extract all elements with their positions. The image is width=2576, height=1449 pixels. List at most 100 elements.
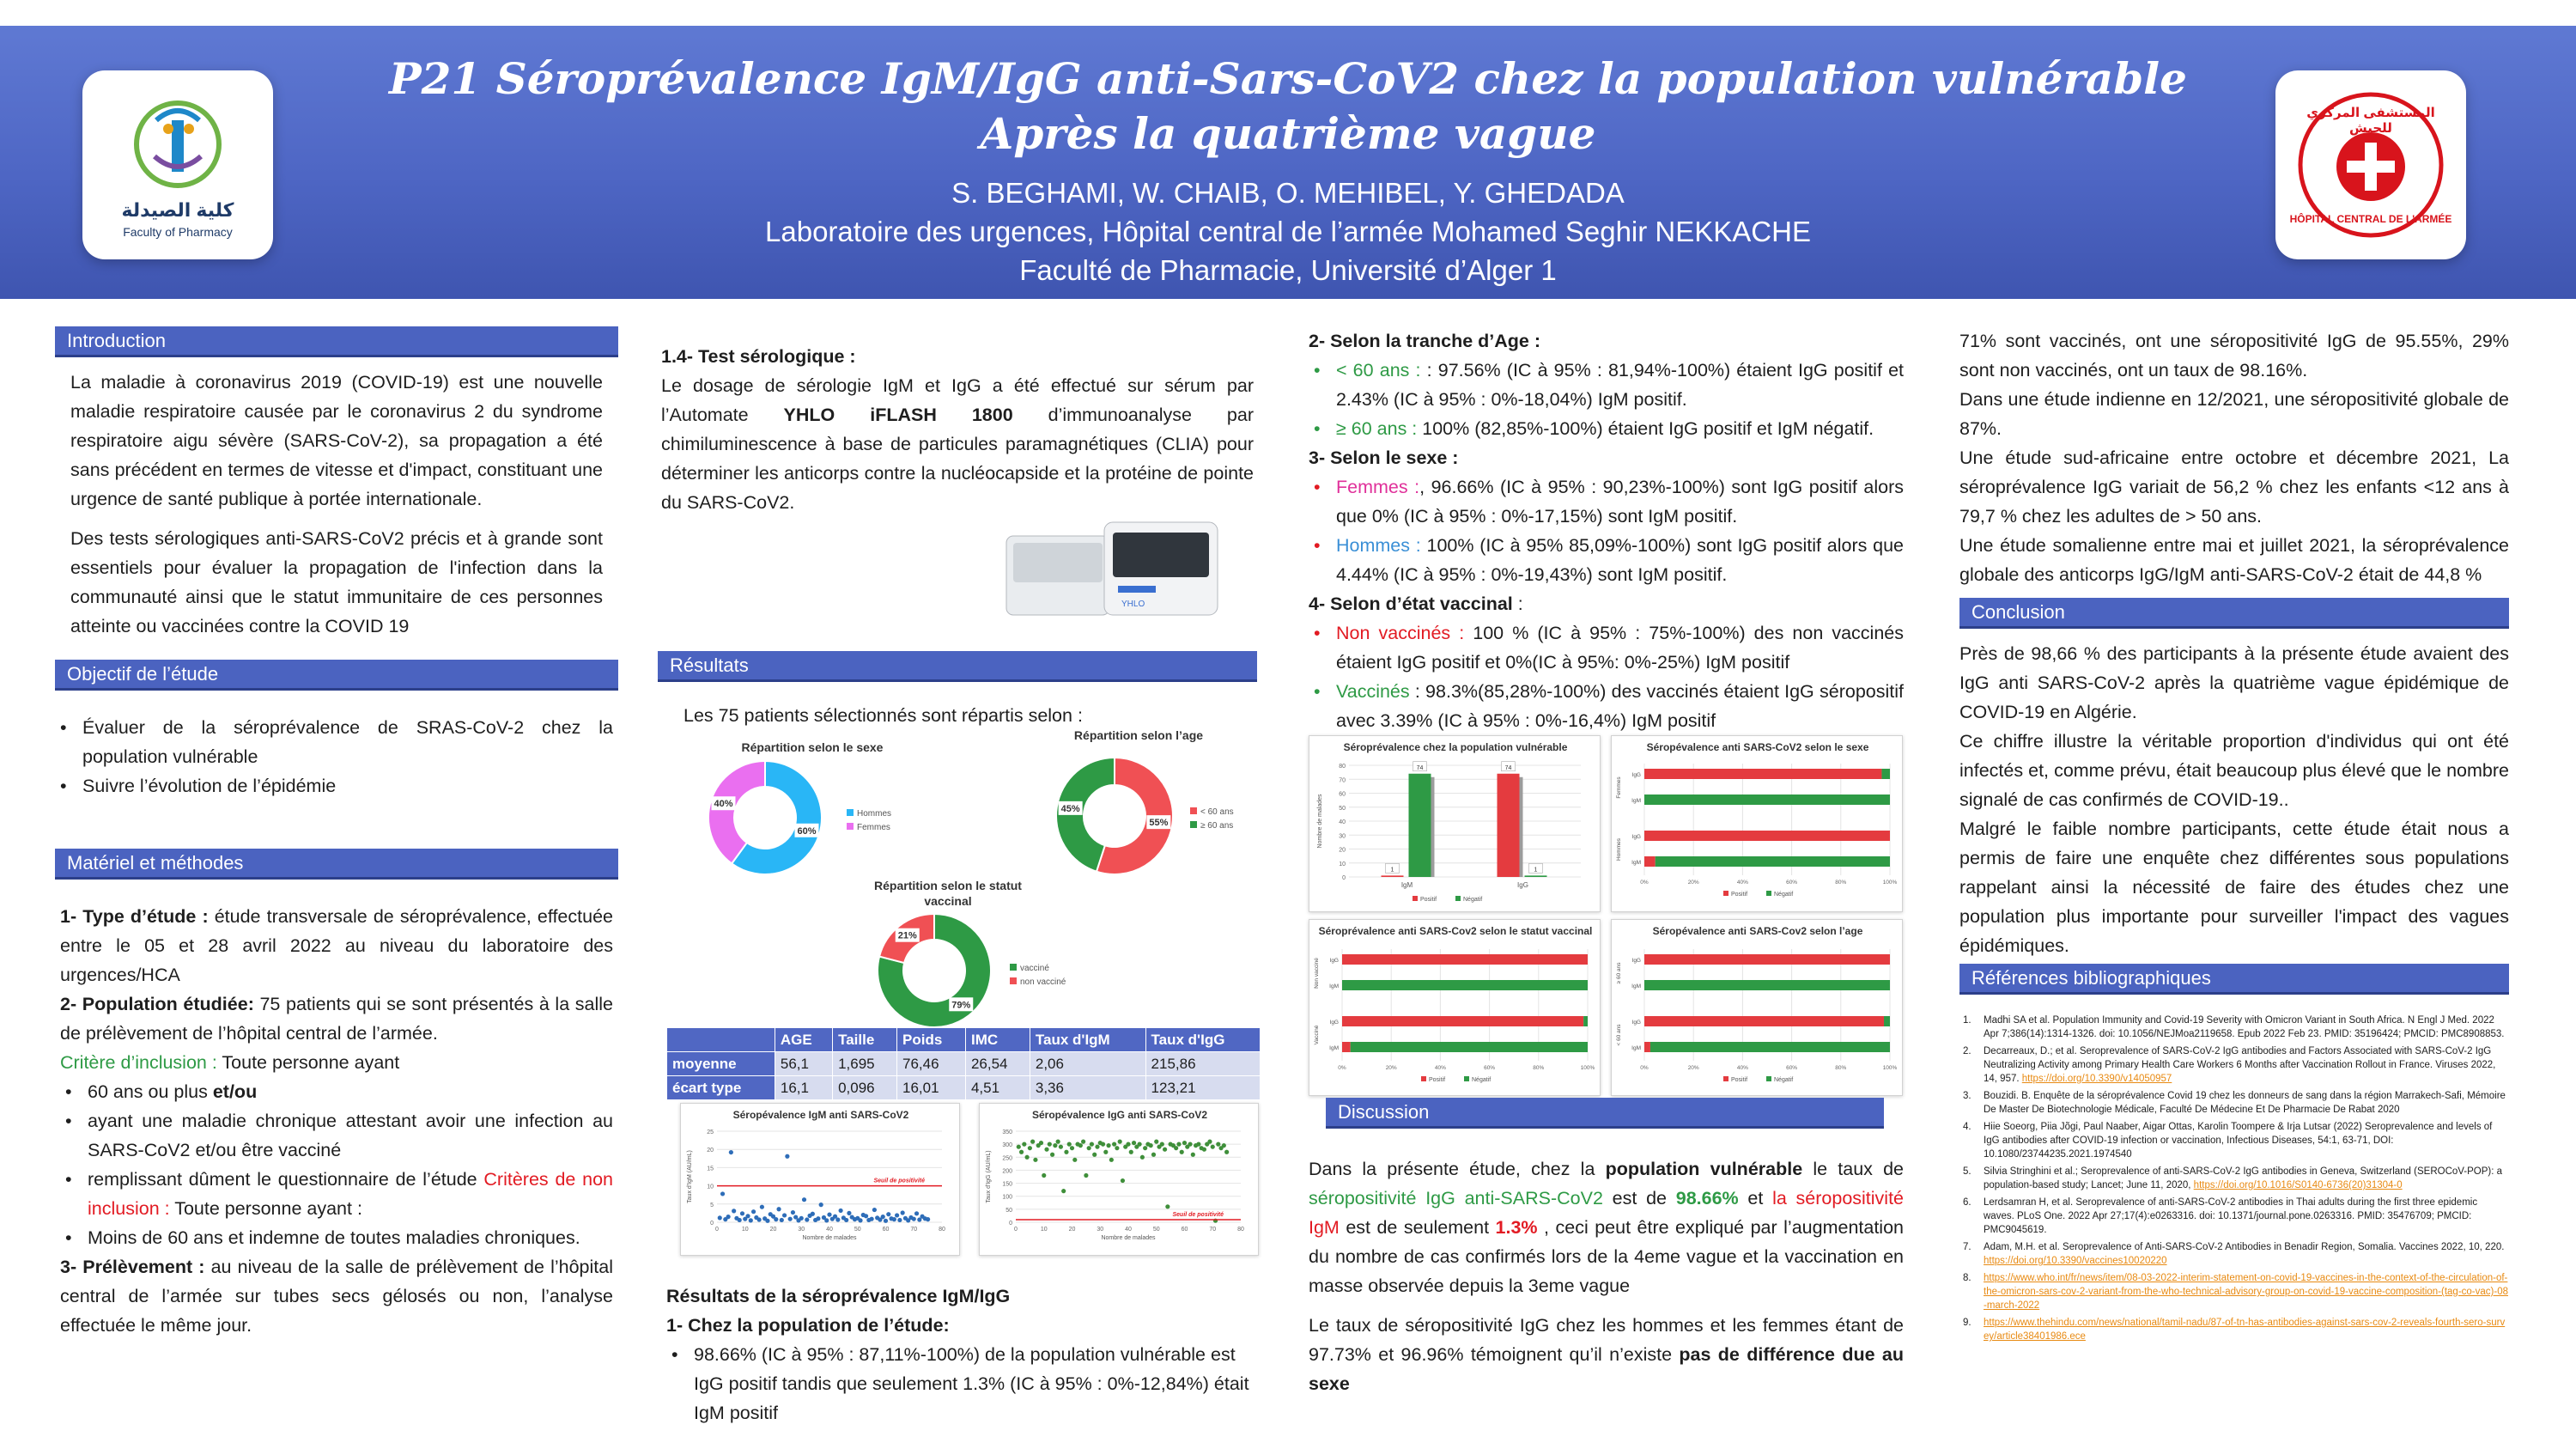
- methods-type: 1- Type d’étude : étude transversale de …: [60, 902, 613, 989]
- column-1: Introduction La maladie à coronavirus 20…: [55, 326, 618, 1443]
- age-lt60-label: < 60 ans :: [1336, 360, 1421, 381]
- scatter-point: [1084, 1172, 1089, 1178]
- scatter-point: [810, 1211, 815, 1216]
- reference-link[interactable]: https://www.thehindu.com/news/national/t…: [1984, 1318, 2506, 1342]
- pie-label-bg: [1058, 801, 1083, 815]
- scatter-point: [827, 1212, 832, 1217]
- discussion-cont-1: 71% sont vaccinés, ont une séropositivit…: [1959, 331, 2509, 381]
- x-tick-label: 80%: [1835, 1065, 1846, 1071]
- scatter-point: [1221, 1143, 1226, 1148]
- group-label: < 60 ans: [1616, 1024, 1622, 1046]
- hbar-segment: [1644, 769, 1882, 779]
- sex-f-text: , 96.66% (IC à 95% : 90,23%-100%) sont I…: [1336, 477, 1904, 527]
- y-axis-label: Taux d'IgG (AU/mL): [986, 1150, 992, 1202]
- y-tick-label: IgM: [1329, 1045, 1339, 1051]
- reference-number: 7.: [1963, 1242, 1971, 1252]
- x-tick-label: 60: [883, 1227, 890, 1233]
- reference-number: 1.: [1963, 1015, 1971, 1026]
- y-tick-label: 10: [1339, 861, 1346, 868]
- stats-cell: 26,54: [964, 1051, 1030, 1076]
- discussion-cont-3: Une étude sud-africaine entre octobre et…: [1959, 447, 2509, 527]
- scatter-point: [838, 1208, 843, 1214]
- scatter-point: [785, 1154, 790, 1159]
- stats-cell: 215,86: [1145, 1051, 1261, 1076]
- scatter-point: [765, 1218, 770, 1223]
- bar-shadow: [1519, 776, 1523, 877]
- vac-non-label: Non vaccinés :: [1336, 623, 1465, 643]
- pie-legend-label: vacciné: [1020, 964, 1049, 973]
- legend-swatch: [1766, 891, 1771, 896]
- stats-row-ecart-type: écart type 16,1 0,096 16,01 4,51 3,36 123,21: [666, 1075, 1261, 1100]
- reference-link[interactable]: https://doi.org/10.3390/vaccines10020220: [1984, 1256, 2167, 1266]
- x-tick-label: 20%: [1688, 880, 1699, 886]
- inclusion-item-bold: et/ou: [212, 1081, 258, 1102]
- scatter-point: [1030, 1139, 1036, 1144]
- column-2: 1.4- Test sérologique : Le dosage de sér…: [658, 326, 1261, 1443]
- reference-item: 6. Lerdsamran H, et al. Seroprevalence of…: [1959, 1196, 2509, 1237]
- scatter-point: [926, 1217, 931, 1222]
- age-list: < 60 ans : : 97.56% (IC à 95% : 81,94%-1…: [1309, 356, 1904, 443]
- conclusion-heading: Conclusion: [1959, 598, 2509, 629]
- legend-label: Négatif: [1472, 1077, 1491, 1083]
- reference-item: 5. Silvia Stringhini et al.; Seroprevalen…: [1959, 1165, 2509, 1192]
- x-tick-label: 80: [1237, 1227, 1244, 1233]
- reference-text: Madhi SA et al. Population Immunity and …: [1984, 1015, 2505, 1039]
- legend-label: Positif: [1420, 897, 1437, 903]
- methods-inclusion: Critère d’inclusion : Toute personne aya…: [60, 1048, 613, 1077]
- scatter-point: [1201, 1147, 1207, 1152]
- reference-link[interactable]: https://doi.org/10.3390/v14050957: [2021, 1074, 2172, 1084]
- y-tick-label: 20: [1339, 848, 1346, 854]
- scatter-point: [895, 1213, 900, 1218]
- scatter-point: [1109, 1157, 1114, 1162]
- legend-swatch: [1464, 1076, 1469, 1081]
- y-tick-label: 15: [707, 1166, 714, 1172]
- scatter-point: [835, 1217, 841, 1222]
- scatter-point: [1042, 1172, 1047, 1178]
- scatter-point: [743, 1216, 748, 1221]
- hbar-segment: [1342, 980, 1588, 990]
- reference-number: 5.: [1963, 1166, 1971, 1177]
- group-label: Hommes: [1616, 837, 1622, 861]
- pie-chart-age: 55% 45% < 60 ans ≥ 60 ans: [1055, 756, 1234, 875]
- y-tick-label: 50: [1005, 1208, 1012, 1214]
- reference-link[interactable]: https://www.who.int/fr/news/item/08-03-2…: [1984, 1273, 2508, 1311]
- sex-title: 3- Selon le sexe :: [1309, 447, 1459, 468]
- hbar-segment: [1649, 1042, 1890, 1052]
- y-tick-label: IgG: [1632, 834, 1641, 840]
- stats-header-cell: AGE: [774, 1027, 834, 1052]
- vac-title-label: 4- Selon d’état vaccinal: [1309, 594, 1513, 614]
- scatter-point: [1078, 1143, 1083, 1148]
- scatter-point: [1027, 1146, 1032, 1151]
- scatter-point: [1053, 1143, 1058, 1148]
- pie-label: 79%: [951, 1000, 970, 1010]
- faculty-pharmacy-logo: كلية الصيدلة Faculty of Pharmacy: [82, 70, 273, 259]
- scatter-point: [869, 1216, 874, 1221]
- pie-label-bg: [711, 796, 736, 811]
- disc-b: population vulnérable: [1605, 1159, 1803, 1179]
- pie-label-bg: [949, 997, 974, 1012]
- prelevement-text: au niveau de la salle de prélèvement de …: [60, 1257, 613, 1336]
- scatter-point: [779, 1217, 784, 1223]
- y-tick-label: 80: [1339, 764, 1346, 770]
- y-tick-label: 20: [707, 1148, 714, 1154]
- scatter-igm-card: Séropévalence IgM anti SARS-CoV2 0 5 10 15 2…: [680, 1103, 960, 1256]
- sex-f-item: Femmes :, 96.66% (IC à 95% : 90,23%-100%…: [1309, 472, 1904, 531]
- vac-title: 4- Selon d’état vaccinal :: [1309, 589, 1904, 618]
- stats-cell: écart type: [666, 1075, 775, 1100]
- scatter-point: [1022, 1142, 1027, 1147]
- stats-header-cell: Poids: [896, 1027, 966, 1052]
- hbar-vaccin-title: Séroprévalence anti SARS-Cov2 selon le s…: [1318, 925, 1593, 937]
- age-ge60-text: 100% (82,85%-100%) étaient IgG positif e…: [1417, 418, 1874, 439]
- x-tick-label: 60%: [1484, 1065, 1495, 1071]
- references-list: 1. Madhi SA et al. Population Immunity an…: [1959, 995, 2509, 1343]
- sero-pop-title: 1- Chez la population de l’étude:: [666, 1315, 950, 1336]
- scatter-point: [1143, 1146, 1148, 1151]
- scatter-point: [1218, 1146, 1224, 1151]
- reference-link[interactable]: https://doi.org/10.1016/S0140-6736(20)31…: [2193, 1180, 2403, 1190]
- sex-h-text: 100% (IC à 95% 85,09%-100%) sont IgG pos…: [1336, 535, 1904, 585]
- scatter-point: [824, 1218, 829, 1223]
- exclusion-item: Moins de 60 ans et indemne de toutes mal…: [60, 1223, 613, 1252]
- pie-slice: [708, 759, 766, 865]
- vac-non-text: 100 % (IC à 95% : 75%-100%) des non vacc…: [1336, 623, 1904, 673]
- pie-legend-swatch: [1010, 977, 1017, 984]
